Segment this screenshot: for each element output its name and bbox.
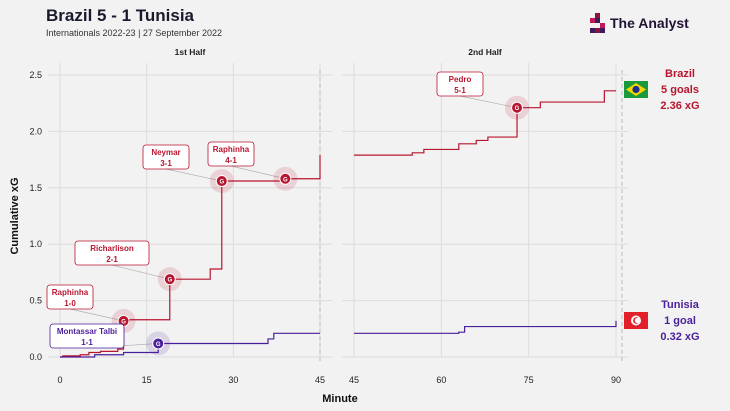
goal-marker xyxy=(215,175,228,188)
x-tick-label: 75 xyxy=(524,375,534,385)
goal-connector xyxy=(459,95,518,109)
goal-callout-player: Richarlison xyxy=(90,244,134,253)
x-axis-title: Minute xyxy=(322,393,357,405)
legend-tunisia-goals: 1 goal xyxy=(664,315,696,327)
brand: The Analyst xyxy=(590,12,689,34)
goal-callout-player: Raphinha xyxy=(213,145,250,154)
xg-line-brazil-half-2 xyxy=(354,90,616,156)
goal-callout-score: 2-1 xyxy=(106,255,118,264)
legend-tunisia-xg: 0.32 xG xyxy=(660,331,699,343)
goal-callout-box xyxy=(207,141,255,167)
grid xyxy=(48,63,628,362)
goal-marker-label: G xyxy=(515,106,520,112)
goal-callout-score: 4-1 xyxy=(225,156,237,165)
goal-callout-player: Neymar xyxy=(151,148,180,157)
legend-brazil-xg: 2.36 xG xyxy=(660,100,699,112)
goal-callout-player: Pedro xyxy=(449,75,472,84)
goal-marker-label: G xyxy=(121,319,126,325)
legend-brazil-goals: 5 goals xyxy=(661,84,699,96)
goal-callout-player: Raphinha xyxy=(52,288,89,297)
goal-marker xyxy=(511,101,524,114)
goal-callout-box xyxy=(46,284,94,310)
brazil-flag-globe xyxy=(632,85,640,94)
team-legend: Brazil 5 goals 2.36 xG Tunisia 1 goal 0.32 xG xyxy=(624,68,700,343)
goal-marker xyxy=(163,273,176,286)
xg-line-tunisia-half-2 xyxy=(354,320,617,334)
chart-subtitle: Internationals 2022-23 | 27 September 20… xyxy=(46,28,222,38)
goal-annotations: G Raphinha 1-0 G Richarlison 2-1 G Neymar 3-1 G Ra… xyxy=(46,71,530,356)
x-tick-label: 45 xyxy=(315,375,325,385)
x-tick-label: 15 xyxy=(142,375,152,385)
brand-name: The Analyst xyxy=(610,15,689,31)
goal-callout-box xyxy=(436,71,484,97)
x-tick-label: 45 xyxy=(349,375,359,385)
goal-marker-label: G xyxy=(219,180,224,186)
x-tick-label: 90 xyxy=(611,375,621,385)
y-tick-label: 0.0 xyxy=(29,352,42,362)
y-tick-label: 1.0 xyxy=(29,239,42,249)
chart-title: Brazil 5 - 1 Tunisia xyxy=(46,6,195,25)
tunisia-flag-crescent-cut xyxy=(634,317,641,324)
y-tick-label: 2.0 xyxy=(29,126,42,136)
x-tick-label: 60 xyxy=(436,375,446,385)
bar-blocks-logo-icon xyxy=(590,13,605,33)
goal-marker-label: G xyxy=(283,177,288,183)
goal-marker-label: G xyxy=(167,278,172,284)
goal-callout-score: 1-1 xyxy=(81,338,93,347)
x-tick-label: 0 xyxy=(57,375,62,385)
goal-connector xyxy=(165,168,222,182)
goal-callout-score: 5-1 xyxy=(454,86,466,95)
goal-marker-label: G xyxy=(156,342,161,348)
axis-ticks: 0.0 0.5 1.0 1.5 2.0 2.5 0 15 30 45 1st Half 45 60 75 9… xyxy=(9,47,621,405)
goal-callout-box xyxy=(49,323,125,349)
goal-marker xyxy=(279,172,292,185)
legend-tunisia-name: Tunisia xyxy=(661,299,700,311)
x-tick-label: 30 xyxy=(228,375,238,385)
xg-line-tunisia-half-1 xyxy=(60,332,320,358)
goal-connector xyxy=(111,264,170,280)
xg-lines xyxy=(60,90,617,358)
goal-callout-box xyxy=(142,144,190,170)
goal-marker xyxy=(152,337,165,350)
goal-callout-box xyxy=(74,240,150,266)
y-tick-label: 2.5 xyxy=(29,70,42,80)
legend-brazil-name: Brazil xyxy=(665,68,695,80)
goal-callout-score: 1-0 xyxy=(64,299,76,308)
y-tick-label: 0.5 xyxy=(29,296,42,306)
half-label: 1st Half xyxy=(175,47,206,57)
goal-callout-player: Montassar Talbi xyxy=(57,327,117,336)
goal-callout-score: 3-1 xyxy=(160,159,172,168)
half-label: 2nd Half xyxy=(468,47,502,57)
y-axis-title: Cumulative xG xyxy=(9,177,21,254)
goal-connector xyxy=(230,165,286,180)
y-tick-label: 1.5 xyxy=(29,183,42,193)
goal-connector xyxy=(69,308,124,322)
